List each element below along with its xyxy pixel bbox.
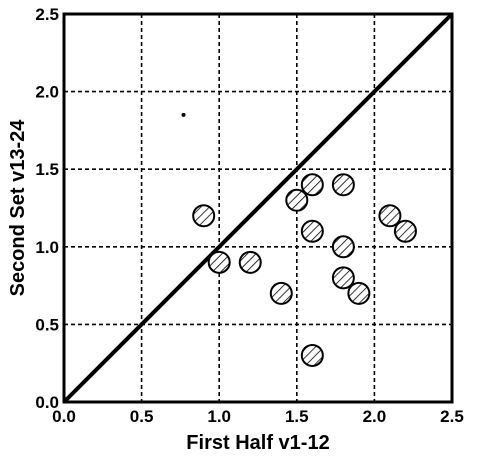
y-tick-label: 1.0 bbox=[35, 238, 59, 257]
x-tick-label: 0.0 bbox=[52, 407, 76, 426]
data-point bbox=[207, 250, 231, 274]
x-tick-labels: 0.0 0.5 1.0 1.5 2.0 2.5 bbox=[52, 407, 464, 426]
y-tick-label: 1.5 bbox=[35, 160, 59, 179]
y-tick-label: 0.5 bbox=[35, 315, 59, 334]
data-point bbox=[300, 173, 324, 197]
y-tick-labels: 0.0 0.5 1.0 1.5 2.0 2.5 bbox=[35, 5, 59, 412]
data-point bbox=[238, 250, 262, 274]
identity-line bbox=[62, 12, 454, 404]
data-point bbox=[269, 281, 293, 305]
x-tick-label: 2.0 bbox=[363, 407, 387, 426]
y-tick-label: 2.5 bbox=[35, 5, 59, 24]
data-point bbox=[285, 188, 309, 212]
grid-lines bbox=[64, 14, 452, 402]
plot-frame bbox=[62, 12, 454, 404]
data-points bbox=[181, 112, 417, 367]
data-point bbox=[192, 204, 216, 228]
y-tick-label: 0.0 bbox=[35, 393, 59, 412]
data-point bbox=[300, 219, 324, 243]
data-point bbox=[378, 204, 402, 228]
data-point bbox=[347, 281, 371, 305]
stray-dot bbox=[181, 112, 186, 117]
x-tick-label: 2.5 bbox=[440, 407, 464, 426]
y-axis-label: Second Set v13-24 bbox=[7, 119, 29, 297]
data-point bbox=[331, 235, 355, 259]
data-point bbox=[331, 266, 355, 290]
x-tick-label: 0.5 bbox=[130, 407, 154, 426]
x-tick-label: 1.5 bbox=[285, 407, 309, 426]
y-tick-label: 2.0 bbox=[35, 83, 59, 102]
x-axis-label: First Half v1-12 bbox=[186, 432, 329, 454]
data-point bbox=[300, 343, 324, 367]
data-point bbox=[393, 219, 417, 243]
x-tick-label: 1.0 bbox=[207, 407, 231, 426]
data-point bbox=[331, 173, 355, 197]
reference-line-group bbox=[62, 12, 454, 404]
